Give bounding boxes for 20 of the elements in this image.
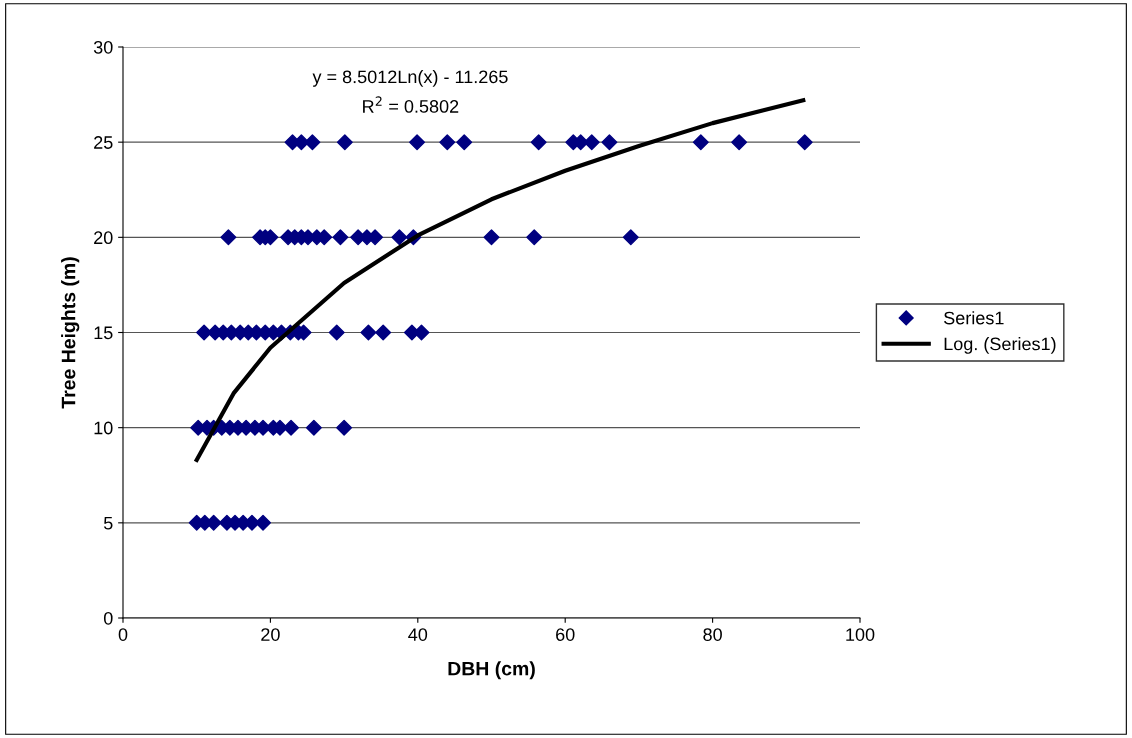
- x-axis-title: DBH (cm): [448, 661, 535, 680]
- x-tick-label: 60: [556, 628, 575, 641]
- y-tick-label: 5: [103, 516, 113, 530]
- legend-label: Log. (Series1): [944, 337, 1056, 354]
- x-tick-label: 80: [703, 628, 722, 641]
- annotation: R$^{2}$ = 0.5802: [363, 96, 459, 113]
- y-tick-label: 15: [94, 326, 113, 340]
- y-axis-title: Tree Heights (m): [61, 257, 80, 409]
- x-tick-label: 0: [118, 628, 128, 641]
- legend-label: Series1: [944, 311, 1004, 325]
- x-tick-label: 20: [261, 628, 280, 641]
- y-tick-label: 25: [94, 136, 113, 149]
- y-tick-label: 0: [103, 611, 113, 625]
- x-tick-label: 100: [846, 628, 875, 641]
- annotation: y = 8.5012Ln(x) - 11.265: [312, 69, 508, 87]
- y-tick-label: 30: [93, 40, 113, 54]
- line-series: [194, 98, 806, 463]
- y-tick-label: 10: [94, 421, 113, 435]
- y-tick-label: 20: [94, 231, 113, 245]
- x-tick-label: 40: [408, 628, 428, 641]
